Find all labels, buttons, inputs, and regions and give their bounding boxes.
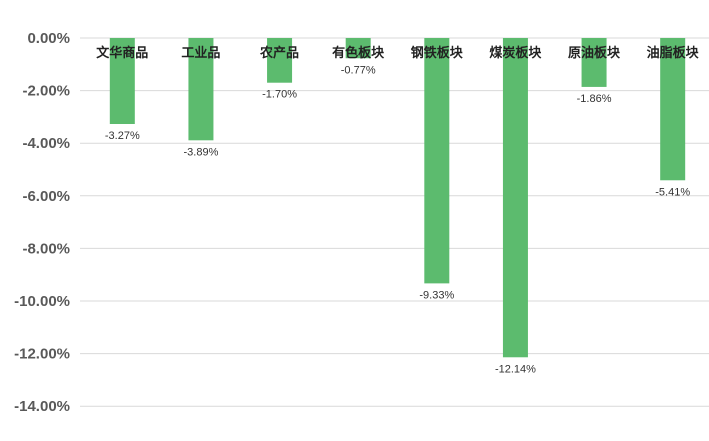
data-label: -1.86% <box>577 93 612 105</box>
category-label: 工业品 <box>181 45 220 61</box>
data-label: -0.77% <box>341 64 376 76</box>
y-axis-ticks: 0.00% -2.00% -4.00% -6.00% -8.00% -10.00% -12.… <box>14 30 70 415</box>
bar <box>581 38 607 87</box>
data-labels: -3.27% -3.89% -1.70% -0.77% -9.33% -12.14% -1.… <box>105 64 690 375</box>
y-tick-label: -2.00% <box>22 83 70 100</box>
bar <box>109 38 135 125</box>
category-labels: 文华商品 工业品 农产品 有色板块 钢铁板块 煤炭板块 原油板块 油脂板块 <box>96 45 699 61</box>
bar <box>424 38 450 284</box>
y-tick-label: -4.00% <box>22 135 70 152</box>
bar <box>345 38 371 59</box>
bars <box>109 38 686 358</box>
data-label: -3.27% <box>105 130 140 142</box>
y-tick-label: 0.00% <box>27 30 70 47</box>
category-label: 有色板块 <box>332 45 385 61</box>
y-tick-label: -14.00% <box>14 398 70 415</box>
category-label: 油脂板块 <box>647 45 700 61</box>
y-tick-label: -6.00% <box>22 188 70 205</box>
bar <box>660 38 686 181</box>
category-label: 文华商品 <box>96 45 148 61</box>
bar <box>502 38 528 358</box>
data-label: -3.89% <box>184 146 219 158</box>
category-label: 钢铁板块 <box>411 45 464 61</box>
bar <box>188 38 214 141</box>
category-label: 原油板块 <box>568 45 621 61</box>
category-label: 煤炭板块 <box>489 45 542 61</box>
y-tick-label: -8.00% <box>22 240 70 257</box>
data-label: -5.41% <box>655 186 690 198</box>
data-label: -1.70% <box>262 89 297 101</box>
data-label: -12.14% <box>495 363 536 375</box>
y-tick-label: -10.00% <box>14 293 70 310</box>
data-label: -9.33% <box>419 289 454 301</box>
bar <box>267 38 293 83</box>
category-label: 农产品 <box>259 45 299 61</box>
gridlines <box>80 37 709 407</box>
y-tick-label: -12.00% <box>14 346 70 363</box>
